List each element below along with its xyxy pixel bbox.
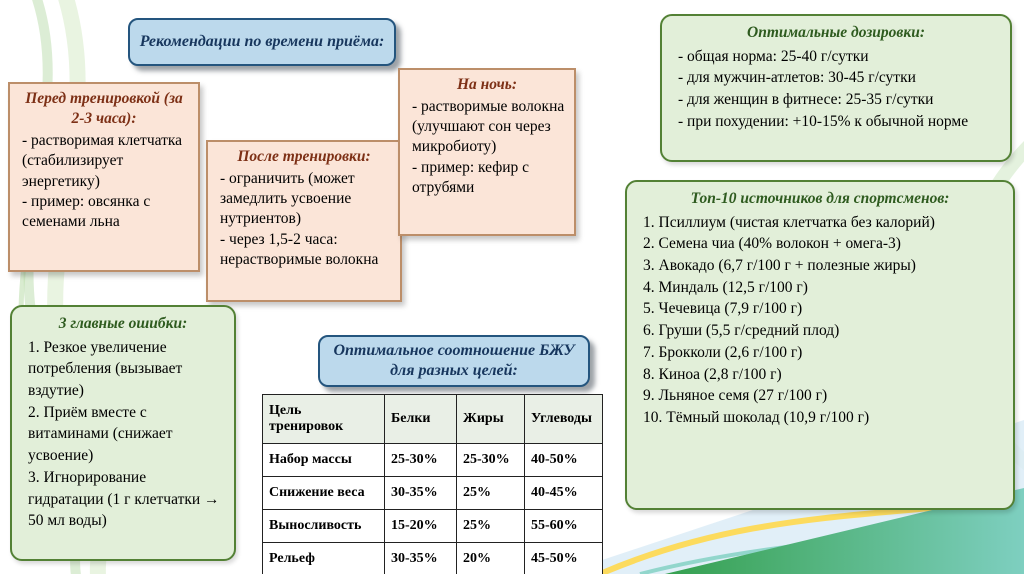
table-header-carbs: Углеводы xyxy=(524,394,603,444)
timing-recommendations-title: Рекомендации по времени приёма: xyxy=(139,33,385,50)
text-line: - для женщин в фитнесе: 25-35 г/сутки xyxy=(678,91,934,109)
table-cell: 25% xyxy=(456,476,525,510)
list-item: 7. Брокколи (2,6 г/100 г) xyxy=(643,343,803,361)
table-cell: 55-60% xyxy=(524,509,603,543)
text-line: - через 1,5-2 часа: нерастворимые волокн… xyxy=(220,230,379,268)
bju-table: Цель тренировок Белки Жиры Углеводы Набо… xyxy=(262,394,603,574)
list-item: 1. Псиллиум (чистая клетчатка без калори… xyxy=(643,213,935,231)
table-cell: 40-45% xyxy=(524,476,603,510)
table-cell: 25% xyxy=(456,509,525,543)
top10-sources-box: Топ-10 источников для спортсменов: 1. Пс… xyxy=(625,180,1015,510)
table-header-goal: Цель тренировок xyxy=(262,394,385,444)
table-cell: 45-50% xyxy=(524,542,603,574)
table-header-fat: Жиры xyxy=(456,394,525,444)
list-item: 9. Льняное семя (27 г/100 г) xyxy=(643,387,828,405)
list-item: 5. Чечевица (7,9 г/100 г) xyxy=(643,300,803,318)
text-line: - пример: кефир с отрубями xyxy=(412,158,530,196)
before-training-title: Перед тренировкой (за 2-3 часа): xyxy=(25,90,183,128)
bju-ratio-title: Оптимальное соотношение БЖУ для разных ц… xyxy=(333,342,575,379)
table-cell: 25-30% xyxy=(384,443,457,477)
table-cell: Набор массы xyxy=(262,443,385,477)
night-title: На ночь: xyxy=(456,76,518,93)
after-training-title: После тренировки: xyxy=(237,148,371,165)
table-row: Рельеф 30-35% 20% 45-50% xyxy=(262,542,603,574)
table-header-protein: Белки xyxy=(384,394,457,444)
text-line: - пример: овсянка с семенами льна xyxy=(22,192,151,230)
table-cell: Выносливость xyxy=(262,509,385,543)
text-line: - общая норма: 25-40 г/сутки xyxy=(678,47,869,65)
top10-sources-title: Топ-10 источников для спортсменов: xyxy=(690,190,950,207)
text-line: - растворимые волокна (улучшают сон чере… xyxy=(412,98,565,156)
table-cell: 15-20% xyxy=(384,509,457,543)
dosage-box: Оптимальные дозировки: - общая норма: 25… xyxy=(660,14,1012,162)
list-item: 6. Груши (5,5 г/средний плод) xyxy=(643,322,840,340)
dosage-title: Оптимальные дозировки: xyxy=(747,24,925,41)
table-cell: 30-35% xyxy=(384,542,457,574)
list-item: 3. Игнорирование гидратации (1 г клетчат… xyxy=(28,468,220,530)
table-cell: Рельеф xyxy=(262,542,385,574)
table-header-row: Цель тренировок Белки Жиры Углеводы xyxy=(262,394,603,444)
list-item: 1. Резкое увеличение потребления (вызыва… xyxy=(28,338,183,400)
list-item: 10. Тёмный шоколад (10,9 г/100 г) xyxy=(643,408,870,426)
night-box: На ночь: - растворимые волокна (улучшают… xyxy=(398,68,576,236)
table-cell: 20% xyxy=(456,542,525,574)
after-training-box: После тренировки: - ограничить (может за… xyxy=(206,140,402,302)
before-training-box: Перед тренировкой (за 2-3 часа): - раств… xyxy=(8,82,200,272)
table-row: Набор массы 25-30% 25-30% 40-50% xyxy=(262,443,603,477)
timing-recommendations-box: Рекомендации по времени приёма: xyxy=(128,18,396,66)
list-item: 3. Авокадо (6,7 г/100 г + полезные жиры) xyxy=(643,257,916,275)
table-row: Выносливость 15-20% 25% 55-60% xyxy=(262,509,603,543)
bju-ratio-box: Оптимальное соотношение БЖУ для разных ц… xyxy=(318,335,590,387)
table-cell: 40-50% xyxy=(524,443,603,477)
list-item: 2. Приём вместе с витаминами (снижает ус… xyxy=(28,403,173,465)
text-line: - ограничить (может замедлить усвоение н… xyxy=(220,170,355,228)
table-cell: 30-35% xyxy=(384,476,457,510)
text-line: - при похудении: +10-15% к обычной норме xyxy=(678,112,969,130)
table-row: Снижение веса 30-35% 25% 40-45% xyxy=(262,476,603,510)
mistakes-title: 3 главные ошибки: xyxy=(58,315,188,332)
text-line: - растворимая клетчатка (стабилизирует э… xyxy=(22,132,183,190)
table-cell: 25-30% xyxy=(456,443,525,477)
text-line: - для мужчин-атлетов: 30-45 г/сутки xyxy=(678,69,916,87)
mistakes-box: 3 главные ошибки: 1. Резкое увеличение п… xyxy=(10,305,236,561)
list-item: 4. Миндаль (12,5 г/100 г) xyxy=(643,278,808,296)
list-item: 8. Киноа (2,8 г/100 г) xyxy=(643,365,782,383)
list-item: 2. Семена чиа (40% волокон + омега-3) xyxy=(643,235,901,253)
table-cell: Снижение веса xyxy=(262,476,385,510)
